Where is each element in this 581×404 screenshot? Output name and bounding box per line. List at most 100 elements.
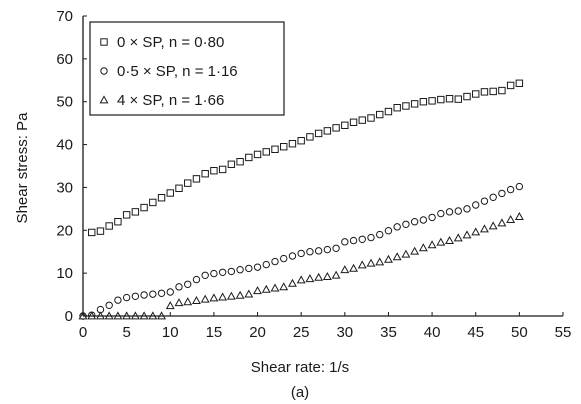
data-point-triangle bbox=[384, 254, 393, 263]
data-point-triangle bbox=[349, 263, 358, 272]
data-point-triangle bbox=[357, 260, 367, 269]
x-tick-label: 0 bbox=[79, 324, 87, 341]
data-point-triangle bbox=[340, 265, 350, 274]
data-point-square bbox=[280, 143, 288, 151]
data-point-triangle bbox=[445, 235, 454, 244]
data-point-circle bbox=[410, 218, 419, 226]
data-point-triangle bbox=[375, 257, 385, 266]
data-point-square bbox=[480, 88, 489, 96]
data-point-circle bbox=[227, 267, 236, 276]
y-tick-label: 60 bbox=[56, 51, 73, 68]
data-point-triangle bbox=[506, 214, 516, 223]
x-tick-label: 45 bbox=[467, 324, 484, 341]
data-point-triangle bbox=[480, 224, 489, 233]
data-point-triangle bbox=[410, 246, 420, 255]
data-point-circle bbox=[122, 293, 131, 302]
data-point-circle bbox=[114, 296, 122, 304]
data-point-triangle bbox=[471, 227, 481, 236]
data-point-square bbox=[349, 118, 358, 126]
data-point-square bbox=[201, 170, 209, 178]
data-point-triangle bbox=[514, 211, 524, 220]
data-point-triangle bbox=[165, 301, 175, 310]
y-tick-label: 20 bbox=[56, 222, 73, 239]
data-point-square bbox=[157, 194, 166, 202]
data-point-square bbox=[419, 98, 428, 106]
data-point-square bbox=[341, 121, 349, 129]
data-point-circle bbox=[192, 275, 201, 284]
data-point-triangle bbox=[192, 295, 201, 304]
data-point-triangle bbox=[174, 298, 184, 307]
data-point-triangle bbox=[453, 233, 463, 242]
data-point-triangle bbox=[418, 243, 428, 252]
data-point-square bbox=[166, 189, 174, 197]
data-point-triangle bbox=[261, 284, 271, 293]
data-point-circle bbox=[463, 205, 471, 213]
data-point-triangle bbox=[366, 258, 376, 267]
data-point-triangle bbox=[436, 237, 446, 246]
data-point-square bbox=[445, 95, 454, 103]
data-point-triangle bbox=[253, 286, 262, 295]
data-point-square bbox=[323, 127, 332, 135]
data-point-circle bbox=[314, 247, 323, 255]
data-point-square bbox=[122, 211, 131, 219]
x-tick-label: 20 bbox=[249, 324, 266, 341]
legend-marker-triangle bbox=[99, 95, 109, 104]
series-circle bbox=[79, 182, 524, 320]
data-point-circle bbox=[140, 291, 148, 299]
data-point-circle bbox=[149, 290, 157, 298]
x-tick-label: 5 bbox=[122, 324, 130, 341]
data-point-square bbox=[498, 86, 506, 95]
data-point-triangle bbox=[392, 252, 402, 261]
data-point-triangle bbox=[183, 297, 193, 306]
data-point-square bbox=[96, 227, 105, 235]
data-point-square bbox=[437, 95, 445, 104]
data-point-circle bbox=[253, 263, 262, 271]
data-point-triangle bbox=[305, 274, 315, 283]
legend-marker-circle bbox=[100, 67, 108, 75]
data-point-square bbox=[384, 107, 393, 116]
data-point-circle bbox=[349, 236, 358, 245]
data-point-circle bbox=[332, 244, 340, 252]
legend-item: 4 × SP, n = 1·66 bbox=[99, 92, 224, 109]
data-point-triangle bbox=[279, 282, 289, 291]
data-point-square bbox=[410, 100, 419, 108]
series-triangle bbox=[78, 211, 524, 320]
data-point-square bbox=[297, 137, 305, 145]
data-point-circle bbox=[306, 248, 314, 256]
data-point-square bbox=[175, 184, 183, 192]
data-point-square bbox=[288, 140, 297, 148]
data-point-square bbox=[88, 228, 96, 237]
data-point-circle bbox=[280, 254, 288, 263]
data-point-square bbox=[262, 148, 270, 156]
data-point-circle bbox=[480, 197, 489, 205]
legend-item: 0 × SP, n = 0·80 bbox=[100, 34, 224, 51]
data-point-triangle bbox=[427, 240, 437, 249]
data-point-square bbox=[463, 92, 471, 101]
data-point-triangle bbox=[270, 283, 280, 292]
data-point-circle bbox=[201, 271, 209, 279]
data-point-circle bbox=[166, 288, 174, 296]
x-tick-label: 15 bbox=[206, 324, 223, 341]
data-point-circle bbox=[262, 260, 270, 269]
data-point-triangle bbox=[209, 293, 219, 302]
data-point-circle bbox=[498, 189, 506, 198]
data-point-triangle bbox=[331, 270, 341, 279]
tick-layer: 0 5 10 15 20 25 30 35 40 45 50 55 0 10 20 30 40 50 60 70 bbox=[56, 8, 571, 341]
legend-marker-square bbox=[100, 38, 108, 46]
data-point-circle bbox=[210, 269, 218, 278]
data-point-square bbox=[218, 165, 227, 174]
data-point-square bbox=[227, 160, 236, 168]
legend-label: 0 × SP, n = 0·80 bbox=[117, 34, 224, 51]
data-point-circle bbox=[489, 193, 497, 201]
legend: 0 × SP, n = 0·80 0·5 × SP, n = 1·16 4 × SP… bbox=[89, 21, 285, 116]
data-point-square bbox=[376, 110, 384, 119]
data-point-square bbox=[367, 114, 375, 122]
data-point-triangle bbox=[200, 294, 210, 303]
data-point-circle bbox=[472, 201, 480, 209]
data-point-circle bbox=[157, 289, 166, 297]
data-point-triangle bbox=[401, 249, 411, 258]
data-point-circle bbox=[419, 216, 428, 224]
data-point-square bbox=[454, 95, 462, 103]
series-square bbox=[88, 79, 524, 237]
data-point-circle bbox=[454, 207, 462, 215]
